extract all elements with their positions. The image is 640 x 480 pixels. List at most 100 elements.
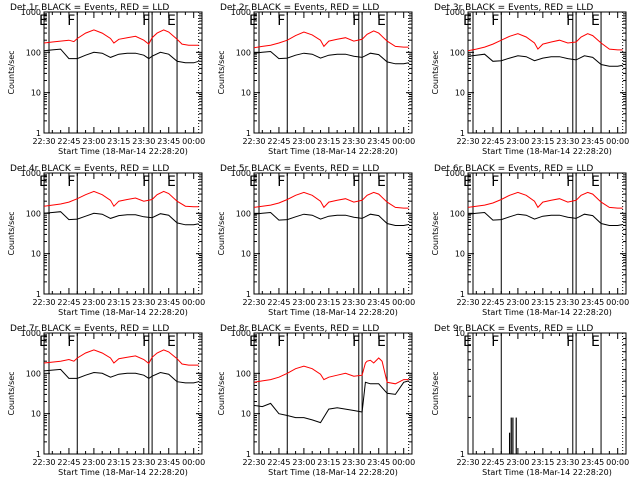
panel-title: Det 5r BLACK = Events, RED = LLD — [220, 164, 379, 174]
x-tick-label: 22:45 — [57, 458, 80, 467]
x-tick-label: 23:30 — [132, 298, 155, 307]
y-tick-label: 1000 — [231, 169, 251, 178]
x-tick-label: 22:45 — [481, 137, 504, 146]
x-tick-label: 22:30 — [242, 298, 265, 307]
x-axis-label: Start Time (18-Mar-14 22:28:20) — [268, 308, 398, 317]
panel-det-8: Det 8r BLACK = Events, RED = LLD 1 10 100 10… — [217, 324, 415, 477]
x-tick-label: 23:30 — [132, 458, 155, 467]
y-tick-label: 100 — [26, 209, 41, 218]
y-tick-label: 10 — [241, 89, 251, 98]
events-series-line — [467, 211, 623, 226]
x-tick-label: 23:45 — [581, 137, 604, 146]
y-tick-label: 1 — [36, 129, 41, 138]
panel-title: Det 6r BLACK = Events, RED = LLD — [434, 164, 593, 174]
lld-series-line — [253, 357, 409, 385]
y-tick-label: 10 — [455, 89, 465, 98]
x-tick-label: 23:15 — [317, 298, 340, 307]
events-series-line — [467, 53, 623, 67]
x-axis-label: Start Time (18-Mar-14 22:28:20) — [268, 468, 398, 477]
marker-label: F — [566, 174, 574, 190]
plot-frame — [253, 172, 413, 295]
x-tick-label: 22:45 — [267, 458, 290, 467]
x-tick-label: 00:00 — [606, 137, 629, 146]
y-tick-label: 100 — [450, 209, 465, 218]
panel-det-7: Det 7r BLACK = Events, RED = LLD 1 10 100 10… — [7, 324, 205, 477]
y-tick-label: 100 — [450, 48, 465, 57]
panel-title: Det 8r BLACK = Events, RED = LLD — [220, 324, 379, 334]
y-tick-label: 1 — [246, 290, 251, 299]
panel-title: Det 7r BLACK = Events, RED = LLD — [10, 324, 169, 334]
x-tick-label: 23:15 — [107, 298, 130, 307]
y-tick-label: 100 — [236, 369, 251, 378]
y-tick-label: 1 — [460, 450, 465, 459]
y-tick-label: 10 — [455, 329, 465, 338]
marker-label: E — [463, 334, 472, 350]
x-tick-label: 23:00 — [292, 298, 315, 307]
events-series-line — [43, 211, 199, 226]
y-axis-label: Counts/sec — [431, 371, 440, 415]
events-series-line — [253, 380, 409, 424]
events-series-line — [43, 48, 199, 64]
events-series-line — [43, 368, 199, 384]
panel-det-6: Det 6r BLACK = Events, RED = LLD 1 10 100 10… — [431, 164, 629, 317]
panel-det-2: Det 2r BLACK = Events, RED = LLD 1 10 100 10… — [217, 3, 415, 156]
marker-label: E — [249, 334, 258, 350]
y-tick-label: 1000 — [231, 8, 251, 17]
marker-label: E — [39, 13, 48, 29]
x-axis-label: Start Time (18-Mar-14 22:28:20) — [268, 147, 398, 156]
marker-label: F — [491, 334, 499, 350]
panel-title: Det 9r BLACK = Events, RED = LLD — [434, 324, 593, 334]
y-tick-label: 1 — [460, 129, 465, 138]
lld-series-line — [467, 33, 623, 52]
panel-det-4: Det 4r BLACK = Events, RED = LLD 1 10 100 10… — [7, 164, 205, 317]
x-tick-label: 22:45 — [57, 298, 80, 307]
panel-title: Det 2r BLACK = Events, RED = LLD — [220, 3, 379, 13]
events-series-line — [253, 211, 409, 226]
marker-label: F — [67, 334, 75, 350]
y-tick-label: 1000 — [231, 329, 251, 338]
x-axis-label: Start Time (18-Mar-14 22:28:20) — [482, 308, 612, 317]
x-tick-label: 23:00 — [292, 458, 315, 467]
marker-label: E — [39, 334, 48, 350]
y-tick-label: 1000 — [445, 169, 465, 178]
x-axis-label: Start Time (18-Mar-14 22:28:20) — [58, 468, 188, 477]
panel-det-9: Det 9r BLACK = Events, RED = LLD 1 10 22:30… — [431, 324, 629, 477]
x-tick-label: 23:00 — [82, 298, 105, 307]
marker-label: F — [142, 174, 150, 190]
y-axis-label: Counts/sec — [217, 371, 226, 415]
y-tick-label: 1000 — [445, 8, 465, 17]
y-tick-label: 100 — [236, 48, 251, 57]
x-tick-label: 00:00 — [392, 137, 415, 146]
marker-label: E — [377, 334, 386, 350]
plot-frame — [43, 332, 203, 455]
x-tick-label: 23:15 — [317, 458, 340, 467]
x-tick-label: 23:45 — [157, 458, 180, 467]
x-tick-label: 23:45 — [367, 298, 390, 307]
marker-label: E — [463, 13, 472, 29]
panel-title: Det 3r BLACK = Events, RED = LLD — [434, 3, 593, 13]
marker-label: E — [167, 334, 176, 350]
x-tick-label: 00:00 — [182, 458, 205, 467]
panel-det-3: Det 3r BLACK = Events, RED = LLD 1 10 100 10… — [431, 3, 629, 156]
x-tick-label: 23:15 — [531, 458, 554, 467]
y-axis-label: Counts/sec — [431, 211, 440, 255]
x-tick-label: 23:30 — [342, 298, 365, 307]
lld-series-line — [253, 30, 409, 49]
x-tick-label: 23:30 — [556, 298, 579, 307]
y-axis-label: Counts/sec — [7, 371, 16, 415]
plot-frame — [253, 332, 413, 455]
x-tick-label: 23:15 — [531, 137, 554, 146]
x-tick-label: 00:00 — [182, 137, 205, 146]
y-tick-label: 10 — [31, 89, 41, 98]
y-tick-label: 10 — [455, 250, 465, 259]
x-tick-label: 23:00 — [82, 137, 105, 146]
marker-label: E — [591, 174, 600, 190]
y-tick-label: 10 — [31, 410, 41, 419]
x-tick-label: 22:30 — [456, 137, 479, 146]
plot-frame — [467, 332, 627, 455]
x-tick-label: 23:45 — [367, 458, 390, 467]
x-tick-label: 23:30 — [132, 137, 155, 146]
x-tick-label: 22:45 — [267, 137, 290, 146]
lld-series-line — [43, 190, 199, 208]
x-tick-label: 22:45 — [481, 298, 504, 307]
